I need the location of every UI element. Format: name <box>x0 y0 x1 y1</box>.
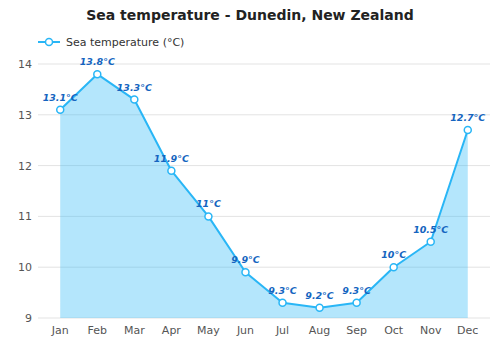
marker <box>94 71 101 78</box>
y-tick-label: 14 <box>18 58 32 71</box>
x-tick-label: Jul <box>275 324 289 337</box>
x-tick-label: Dec <box>457 324 478 337</box>
marker <box>353 299 360 306</box>
data-label: 13.1°C <box>43 92 78 103</box>
legend: Sea temperature (°C) <box>38 36 184 49</box>
marker <box>316 304 323 311</box>
y-tick-label: 13 <box>18 109 32 122</box>
line <box>60 74 468 308</box>
title: Sea temperature - Dunedin, New Zealand <box>86 7 414 23</box>
marker <box>390 264 397 271</box>
grid <box>38 64 490 318</box>
x-tick-label: Jan <box>51 324 69 337</box>
data-labels: 13.1°C 13.8°C 13.3°C 11.9°C 11°C 9.9°C 9.3°C 9.… <box>43 56 486 301</box>
data-label: 10.5°C <box>413 224 448 235</box>
data-label: 9.3°C <box>342 285 371 296</box>
y-tick-label: 10 <box>18 261 32 274</box>
marker <box>168 167 175 174</box>
x-tick-label: Jun <box>236 324 254 337</box>
marker <box>205 213 212 220</box>
plot-area <box>57 71 472 318</box>
marker <box>464 127 471 134</box>
marker <box>57 106 64 113</box>
data-label: 11°C <box>196 198 221 209</box>
area <box>60 74 468 318</box>
data-label: 9.3°C <box>268 285 297 296</box>
data-label: 10°C <box>381 249 406 260</box>
x-tick-label: Feb <box>88 324 107 337</box>
marker <box>131 96 138 103</box>
marker <box>242 269 249 276</box>
x-tick-label: Nov <box>420 324 442 337</box>
marker <box>427 238 434 245</box>
data-label: 9.9°C <box>231 254 260 265</box>
data-label: 13.8°C <box>80 56 115 67</box>
data-label: 13.3°C <box>117 82 152 93</box>
legend-marker <box>46 39 53 46</box>
marker <box>279 299 286 306</box>
x-tick-label: Apr <box>162 324 182 337</box>
x-tick-label: May <box>197 324 220 337</box>
chart: Sea temperature - Dunedin, New Zealand91… <box>0 0 500 350</box>
x-tick-label: Sep <box>346 324 367 337</box>
x-tick-label: Mar <box>124 324 145 337</box>
data-label: 11.9°C <box>154 153 189 164</box>
x-tick-label: Oct <box>384 324 404 337</box>
data-label: 12.7°C <box>450 112 485 123</box>
y-tick-label: 11 <box>18 210 32 223</box>
y-tick-label: 9 <box>25 312 32 325</box>
legend-label: Sea temperature (°C) <box>66 36 184 49</box>
y-tick-label: 12 <box>18 160 32 173</box>
data-label: 9.2°C <box>305 290 334 301</box>
x-tick-label: Aug <box>309 324 330 337</box>
